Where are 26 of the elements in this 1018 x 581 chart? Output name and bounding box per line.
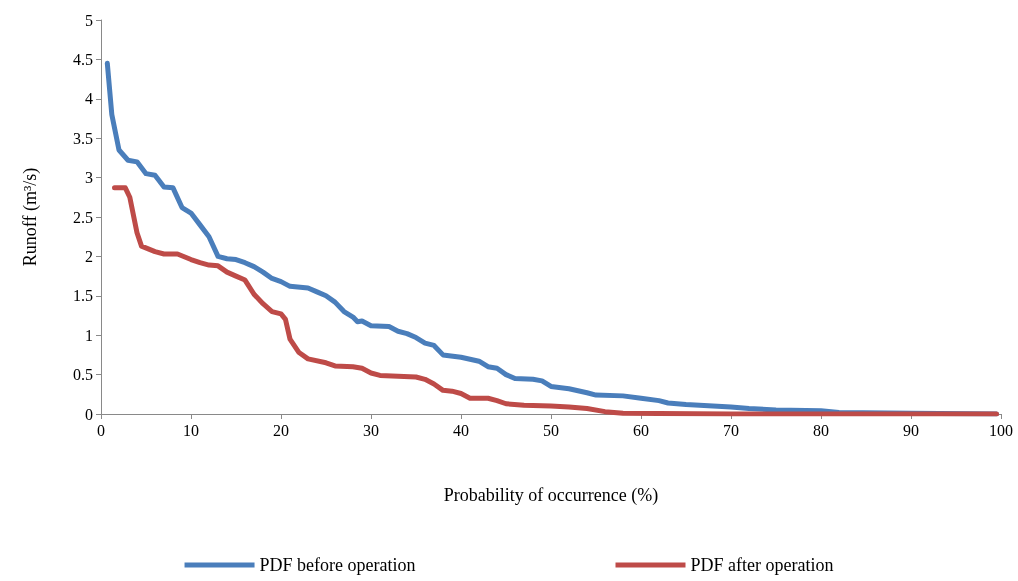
x-tick-label: 20 <box>273 421 289 439</box>
x-tick-label: 80 <box>813 421 829 439</box>
x-tick-label: 10 <box>183 421 199 439</box>
y-tick-label: 0 <box>85 405 93 423</box>
y-tick-label: 3.5 <box>73 129 93 147</box>
x-tick-label: 40 <box>453 421 469 439</box>
x-tick-label: 0 <box>97 421 105 439</box>
x-tick-label: 100 <box>989 421 1013 439</box>
x-tick-label: 30 <box>363 421 379 439</box>
y-tick-label: 0.5 <box>73 366 93 384</box>
x-axis-title: Probability of occurrence (%) <box>443 485 659 506</box>
y-tick-label: 4 <box>85 90 93 108</box>
x-tick-label: 70 <box>723 421 739 439</box>
x-tick-label: 90 <box>903 421 919 439</box>
y-tick-label: 2 <box>85 247 93 265</box>
y-tick-label: 2.5 <box>73 208 93 226</box>
y-tick-label: 5 <box>85 11 93 29</box>
legend-label: PDF after operation <box>690 555 834 575</box>
y-tick-label: 1.5 <box>73 287 93 305</box>
y-tick-label: 3 <box>85 169 93 187</box>
x-tick-label: 50 <box>543 421 559 439</box>
y-axis-title: Runoff (m³/s) <box>20 167 41 267</box>
x-tick-label: 60 <box>633 421 649 439</box>
y-tick-label: 4.5 <box>73 50 93 68</box>
y-tick-label: 1 <box>85 326 93 344</box>
legend-label: PDF before operation <box>259 555 416 575</box>
